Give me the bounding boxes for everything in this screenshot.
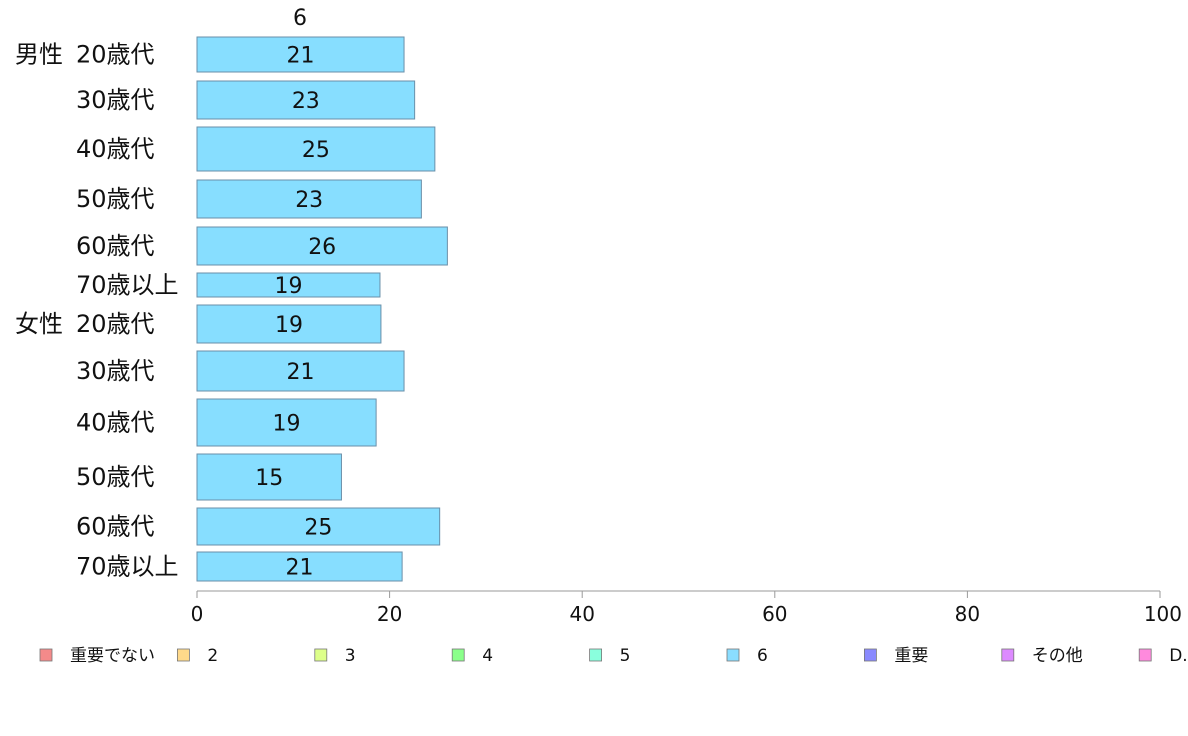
legend-swatch — [589, 648, 602, 662]
legend-swatch — [451, 648, 465, 662]
bar-value-label: 19 — [274, 274, 302, 299]
legend-label: 3 — [345, 646, 356, 666]
bar — [196, 36, 405, 73]
legend-label: 2 — [207, 646, 218, 666]
bar — [196, 507, 441, 546]
x-tick-label: 60 — [762, 602, 787, 626]
legend-swatch — [864, 648, 877, 662]
bar — [196, 226, 448, 266]
bar — [196, 453, 342, 501]
bar — [196, 304, 382, 344]
legend-label: その他 — [1032, 646, 1083, 666]
category-label: 60歳代 — [76, 232, 155, 260]
legend-swatch — [39, 648, 53, 662]
bar-value-label: 21 — [287, 44, 315, 69]
legend-label: 重要でない — [70, 646, 155, 666]
bar — [196, 398, 377, 447]
legend-label: 6 — [757, 646, 768, 666]
legend-label: 5 — [620, 646, 631, 666]
legend-label: 重要 — [894, 646, 928, 666]
category-label: 30歳代 — [76, 357, 155, 385]
category-label: 70歳以上 — [76, 271, 179, 299]
bar-value-label: 25 — [302, 138, 330, 163]
category-label: 40歳代 — [76, 409, 155, 437]
bar-value-label: 19 — [275, 313, 303, 338]
category-label: 60歳代 — [76, 513, 155, 541]
group-label: 男性 — [15, 41, 63, 69]
bar-value-label: 23 — [292, 89, 320, 114]
bar-value-label: 21 — [286, 556, 314, 581]
bar-value-label: 25 — [304, 516, 332, 541]
legend-label: 4 — [482, 646, 493, 666]
x-tick-label: 20 — [377, 602, 402, 626]
group-label: 女性 — [15, 310, 63, 338]
legend-swatch — [726, 648, 740, 662]
legend-swatch — [1001, 648, 1015, 662]
category-label: 50歳代 — [76, 185, 155, 213]
bar-value-label: 15 — [255, 466, 283, 491]
legend-swatch — [176, 648, 190, 662]
x-tick-label: 0 — [191, 602, 204, 626]
bar-value-label: 19 — [273, 412, 301, 437]
category-label: 30歳代 — [76, 86, 155, 114]
x-axis: 0 20 40 60 80 100 — [191, 590, 1182, 626]
legend-label: D.K — [1169, 646, 1188, 666]
series-header-label: 6 — [293, 6, 307, 31]
category-label: 70歳以上 — [76, 553, 179, 581]
bar — [196, 551, 403, 582]
bar — [196, 179, 422, 219]
bar-value-label: 26 — [308, 235, 336, 260]
bar — [196, 272, 381, 298]
x-tick-label: 80 — [955, 602, 980, 626]
x-tick-label: 40 — [569, 602, 594, 626]
category-label: 40歳代 — [76, 135, 155, 163]
legend-swatch — [1138, 648, 1152, 662]
category-label: 20歳代 — [76, 41, 155, 69]
legend-swatch — [314, 648, 328, 662]
bar-value-label: 21 — [287, 360, 315, 385]
bar-value-label: 23 — [295, 188, 323, 213]
category-label: 20歳代 — [76, 310, 155, 338]
legend: 重要でない 2 3 4 5 6 重要 その他 D.K — [39, 646, 1188, 666]
bar — [196, 350, 405, 392]
x-tick-label: 100 — [1144, 602, 1182, 626]
bar — [196, 126, 436, 172]
category-label: 50歳代 — [76, 463, 155, 491]
bar — [196, 80, 416, 120]
